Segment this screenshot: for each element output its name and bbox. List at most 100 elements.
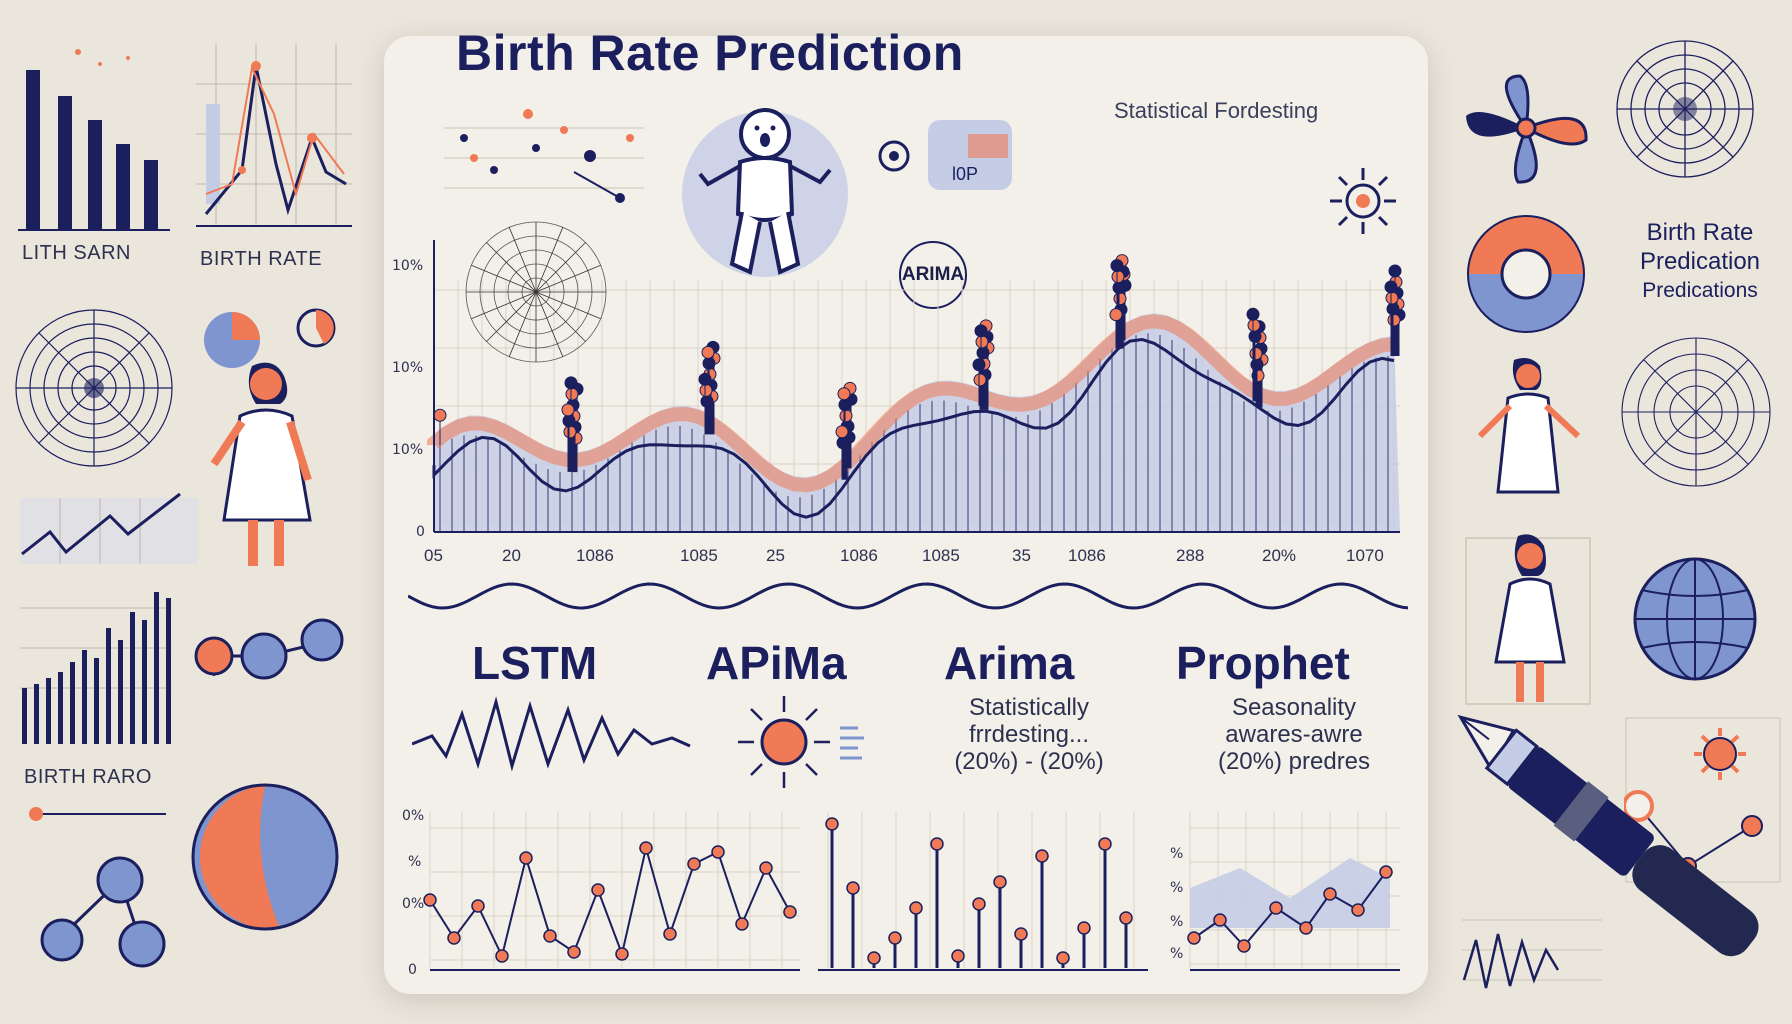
- data-point: [663, 927, 677, 941]
- data-point: [1246, 307, 1260, 321]
- data-point: [1249, 347, 1263, 361]
- y-tick: %: [1170, 846, 1184, 862]
- series-line: [429, 847, 791, 959]
- x-tick: 1086: [840, 546, 878, 565]
- x-tick: 1086: [1068, 546, 1106, 565]
- web-spoke: [535, 291, 564, 357]
- mini-wave-chart: [1462, 890, 1602, 1000]
- data-point: [702, 356, 716, 370]
- woman-icon: [1474, 356, 1584, 496]
- y-tick: 0: [408, 962, 417, 978]
- pie-chart-icon: [200, 308, 340, 372]
- data-point: [974, 324, 988, 338]
- x-tick: 20: [502, 546, 521, 565]
- data-point: [1384, 280, 1398, 294]
- data-point: [471, 899, 485, 913]
- right-label-line: Predications: [1642, 279, 1758, 302]
- y-tick: 10%: [392, 442, 424, 458]
- web-spoke: [486, 242, 537, 293]
- data-point: [433, 408, 447, 422]
- y-tick: %: [1170, 914, 1184, 930]
- baby-icon: [680, 104, 850, 289]
- model-prophet: Prophet: [1176, 637, 1350, 689]
- model-lstm: LSTM: [472, 637, 598, 689]
- pinwheel-icon: [1460, 74, 1590, 186]
- data-point: [563, 425, 577, 439]
- data-point: [838, 398, 852, 412]
- woman-icon: [1464, 532, 1594, 708]
- web-spoke: [508, 227, 537, 293]
- data-point: [735, 917, 749, 931]
- data-point: [975, 335, 989, 349]
- web-spoke: [471, 264, 537, 293]
- x-tick: 25: [766, 546, 785, 565]
- data-point: [1213, 913, 1227, 927]
- data-point: [565, 387, 579, 401]
- desc-line: Seasonality: [1231, 694, 1357, 721]
- data-point: [687, 857, 701, 871]
- lstm-wave-icon: [412, 694, 692, 774]
- data-point: [976, 346, 990, 360]
- data-point: [591, 883, 605, 897]
- wave-line: [408, 582, 1408, 610]
- web-spoke: [535, 264, 601, 293]
- right-label-line: Predication: [1639, 248, 1761, 275]
- data-point: [837, 387, 851, 401]
- node-chain-icon: [192, 614, 352, 684]
- data-point: [836, 436, 850, 450]
- fountain-pen-icon: [1440, 708, 1792, 1024]
- data-point: [562, 414, 576, 428]
- data-point: [1077, 921, 1091, 935]
- desc-line: Statistically: [968, 694, 1090, 721]
- data-point: [972, 897, 986, 911]
- data-point: [972, 358, 986, 372]
- data-point: [561, 403, 575, 417]
- series-line: [432, 337, 1395, 519]
- sun-target-icon: [1326, 164, 1400, 238]
- data-point: [1112, 281, 1126, 295]
- data-point: [1113, 292, 1127, 306]
- left-bar-chart-2: [20, 588, 172, 748]
- data-point: [567, 945, 581, 959]
- data-point: [846, 881, 860, 895]
- data-point: [447, 931, 461, 945]
- data-point: [835, 425, 849, 439]
- data-point: [1056, 951, 1070, 965]
- woman-icon: [204, 356, 324, 572]
- data-point: [1388, 264, 1402, 278]
- data-point: [973, 373, 987, 387]
- y-tick: %: [408, 854, 422, 870]
- data-point: [1111, 270, 1125, 284]
- y-tick: 10%: [392, 360, 424, 376]
- globe-icon: [1632, 556, 1758, 682]
- web-spoke: [535, 242, 586, 293]
- x-tick: 05: [424, 546, 443, 565]
- forecast-band: [434, 313, 1400, 532]
- web-spoke: [471, 291, 537, 320]
- data-point: [839, 409, 853, 423]
- x-tick: 1085: [680, 546, 718, 565]
- data-point: [1351, 903, 1365, 917]
- calendar-icon: l0P: [872, 118, 1022, 198]
- data-point: [615, 947, 629, 961]
- web-spoke: [535, 291, 586, 342]
- data-point: [1386, 302, 1400, 316]
- data-point: [930, 837, 944, 851]
- y-tick: %: [1170, 946, 1184, 962]
- page-subtitle: Statistical Fordesting: [1114, 98, 1319, 123]
- web-spoke: [535, 291, 601, 320]
- prophet-area-chart: [1180, 808, 1400, 978]
- data-point: [1098, 837, 1112, 851]
- arima-badge-label: ARIMA: [901, 264, 965, 285]
- left-label-1: LITH SARN: [22, 242, 131, 264]
- arima-description: Statistically frrdesting... (20%) - (20%…: [924, 694, 1134, 775]
- data-point: [825, 817, 839, 831]
- data-point: [1323, 887, 1337, 901]
- data-point: [759, 861, 773, 875]
- data-point: [1247, 318, 1261, 332]
- web-spoke: [535, 227, 564, 293]
- left-label-3: BIRTH RARO: [24, 766, 152, 788]
- prophet-description: Seasonality awares-awre (20%) predres: [1174, 694, 1414, 775]
- arima-lollipop-chart: [818, 808, 1148, 978]
- model-apima: APiMa: [706, 637, 847, 689]
